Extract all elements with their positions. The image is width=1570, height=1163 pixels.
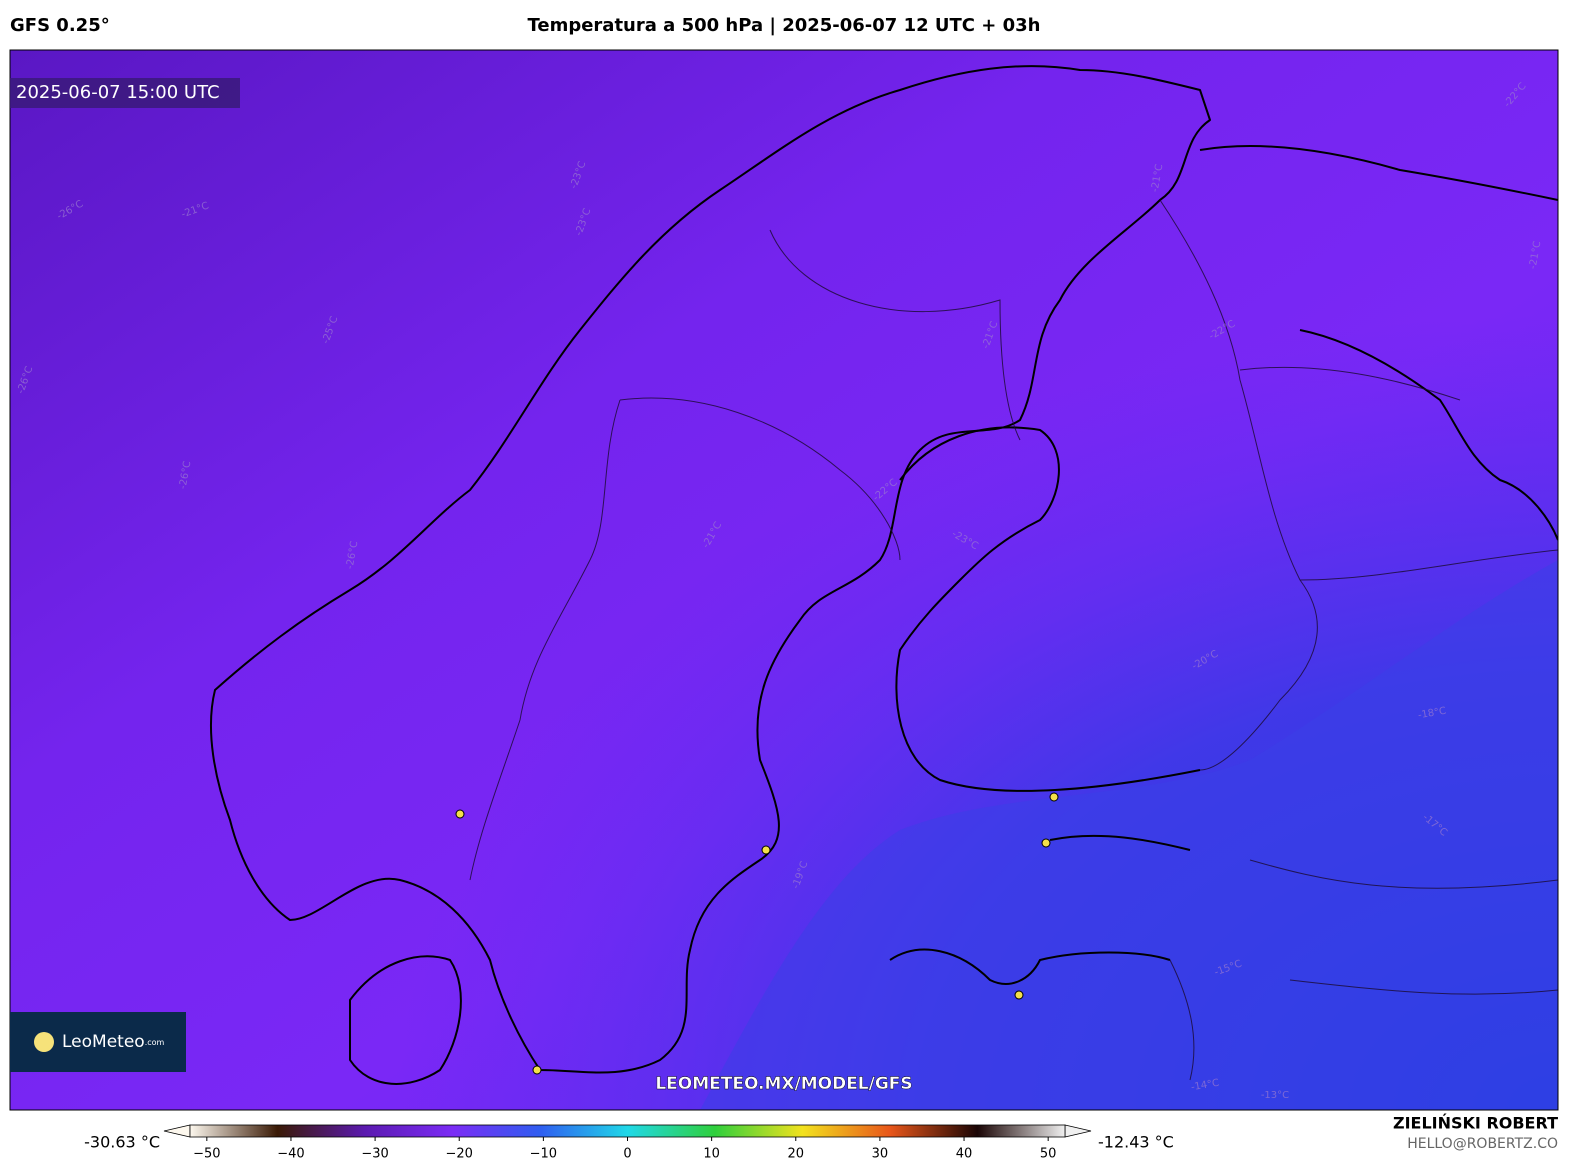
logo-name: LeoMeteo bbox=[62, 1032, 145, 1052]
author: ZIELIŃSKI ROBERT bbox=[1393, 1114, 1558, 1133]
contour-label: -14°C bbox=[1190, 1078, 1220, 1094]
colorbar-tick-label: 50 bbox=[1040, 1147, 1057, 1162]
colorbar: −50 −40 −30 −20 −10 0 10 20 30 40 50 bbox=[163, 1124, 1092, 1162]
email: HELLO@ROBERTZ.CO bbox=[1407, 1136, 1558, 1152]
contour-label: -26°C bbox=[178, 460, 194, 490]
coastline bbox=[210, 65, 1211, 1074]
map-title: Temperatura a 500 hPa | 2025-06-07 12 UT… bbox=[527, 15, 1040, 36]
colorbar-low-arrow bbox=[163, 1124, 191, 1138]
colorbar-high-arrow bbox=[1064, 1124, 1092, 1138]
coastline bbox=[1199, 145, 1558, 541]
map-frame bbox=[9, 49, 1559, 1111]
warm-region bbox=[700, 560, 1558, 1110]
colorbar-tick-label: 20 bbox=[787, 1147, 804, 1162]
contour-label: -26°C bbox=[345, 540, 361, 570]
colorbar-tick-label: 40 bbox=[956, 1147, 973, 1162]
colorbar-tick-label: 10 bbox=[703, 1147, 720, 1162]
coastline bbox=[349, 955, 462, 1085]
colorbar-tick-label: −30 bbox=[361, 1147, 388, 1162]
logo-text: LeoMeteo.com bbox=[62, 1032, 165, 1052]
timestamp: 2025-06-07 15:00 UTC bbox=[16, 82, 220, 103]
colorbar-tick-label: −10 bbox=[530, 1147, 557, 1162]
city-markers bbox=[455, 792, 1059, 1075]
logo-sun bbox=[34, 1032, 54, 1052]
border bbox=[469, 199, 1558, 1081]
contour-label: -21°C bbox=[1150, 163, 1166, 193]
map-area: -26°C -21°C-23°C-23°C-25°C-26°C-26°C-26°C… bbox=[10, 50, 1558, 1110]
colorbar-min: -30.63 °C bbox=[84, 1133, 160, 1152]
coastline bbox=[889, 426, 1201, 985]
watermark: LEOMETEO.MX/MODEL/GFS bbox=[655, 1074, 912, 1094]
logo-suffix: .com bbox=[145, 1038, 165, 1047]
colorbar-tick-label: −40 bbox=[277, 1147, 304, 1162]
contour-label: -18°C bbox=[1417, 706, 1447, 722]
colorbar-tick-label: −20 bbox=[446, 1147, 473, 1162]
contour-label: -13°C bbox=[1261, 1090, 1289, 1101]
model-label: GFS 0.25° bbox=[10, 15, 110, 36]
colorbar-tick-label: 0 bbox=[623, 1147, 631, 1162]
contour-label: -21°C bbox=[1528, 240, 1544, 270]
timestamp-box bbox=[10, 78, 240, 108]
colorbar-tick-label: −50 bbox=[193, 1147, 220, 1162]
colorbar-max: -12.43 °C bbox=[1098, 1133, 1174, 1152]
colorbar-bar bbox=[189, 1124, 1066, 1138]
colorbar-tick-label: 30 bbox=[872, 1147, 889, 1162]
